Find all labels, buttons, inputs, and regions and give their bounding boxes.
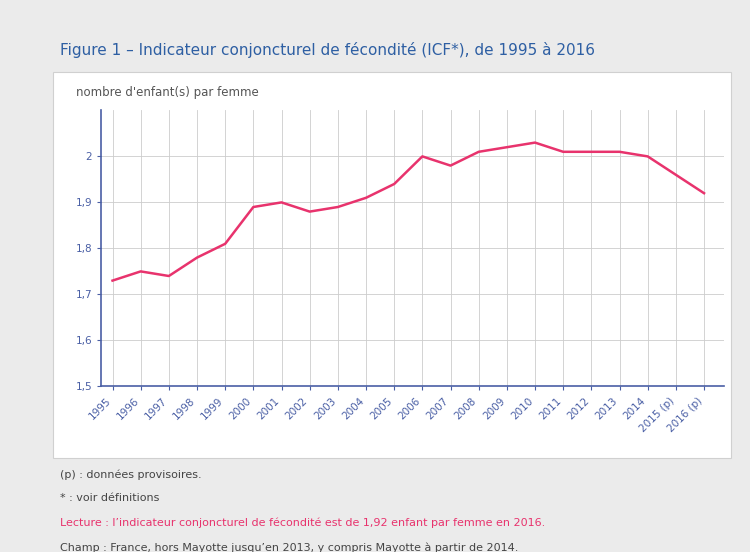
Text: nombre d'enfant(s) par femme: nombre d'enfant(s) par femme bbox=[76, 86, 259, 99]
Text: Figure 1 – Indicateur conjoncturel de fécondité (ICF*), de 1995 à 2016: Figure 1 – Indicateur conjoncturel de fé… bbox=[60, 42, 595, 58]
Text: * : voir définitions: * : voir définitions bbox=[60, 493, 159, 503]
Text: Lecture : l’indicateur conjoncturel de fécondité est de 1,92 enfant par femme en: Lecture : l’indicateur conjoncturel de f… bbox=[60, 518, 545, 528]
Text: (p) : données provisoires.: (p) : données provisoires. bbox=[60, 469, 202, 480]
Text: Champ : France, hors Mayotte jusqu’en 2013, y compris Mayotte à partir de 2014.: Champ : France, hors Mayotte jusqu’en 20… bbox=[60, 542, 518, 552]
